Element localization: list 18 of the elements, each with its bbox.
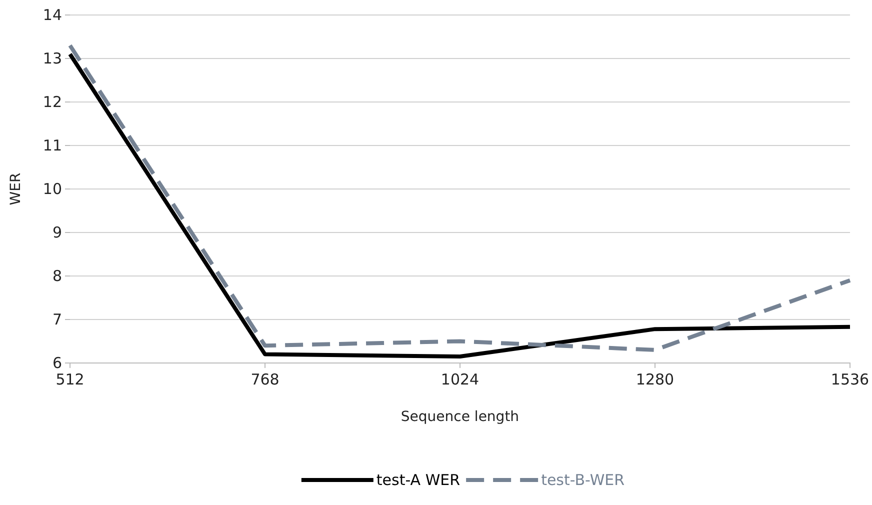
x-tick-label: 1024 — [440, 370, 480, 389]
x-tick-label: 512 — [56, 370, 84, 389]
y-tick-label: 10 — [42, 180, 62, 198]
legend-label: test-A WER — [376, 471, 460, 489]
y-tick-label: 6 — [52, 354, 62, 372]
y-tick-label: 9 — [52, 223, 62, 242]
y-tick-label: 11 — [42, 136, 62, 154]
x-tick-label: 1280 — [636, 370, 674, 389]
x-tick-label: 1536 — [830, 370, 870, 389]
x-tick-label: 768 — [250, 370, 280, 389]
y-tick-label: 7 — [52, 310, 62, 328]
y-tick-label: 13 — [42, 49, 62, 68]
legend-label: test-B-WER — [541, 471, 625, 489]
y-tick-label: 14 — [42, 6, 62, 24]
x-axis-title: Sequence length — [400, 409, 520, 425]
y-tick-label: 8 — [52, 266, 62, 285]
y-tick-label: 12 — [42, 92, 62, 111]
y-axis-title: WER — [8, 172, 24, 206]
